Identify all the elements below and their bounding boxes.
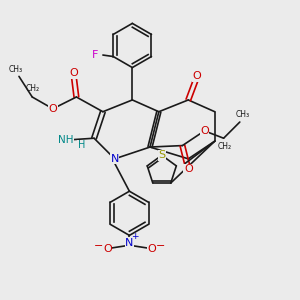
Text: O: O (49, 104, 57, 114)
Text: S: S (158, 150, 165, 160)
Text: NH: NH (58, 135, 74, 145)
Text: CH₂: CH₂ (218, 142, 232, 151)
Text: −: − (156, 241, 165, 251)
Text: O: O (193, 71, 202, 81)
Text: O: O (184, 164, 193, 174)
Text: O: O (200, 126, 209, 136)
Text: +: + (131, 232, 138, 242)
Text: −: − (94, 241, 103, 251)
Text: O: O (147, 244, 156, 254)
Text: F: F (92, 50, 98, 60)
Text: CH₃: CH₃ (9, 64, 23, 74)
Text: O: O (103, 244, 112, 254)
Text: O: O (69, 68, 78, 78)
Text: H: H (78, 140, 85, 150)
Text: N: N (110, 154, 119, 164)
Text: CH₃: CH₃ (236, 110, 250, 119)
Text: N: N (125, 238, 134, 248)
Text: CH₂: CH₂ (25, 84, 39, 93)
